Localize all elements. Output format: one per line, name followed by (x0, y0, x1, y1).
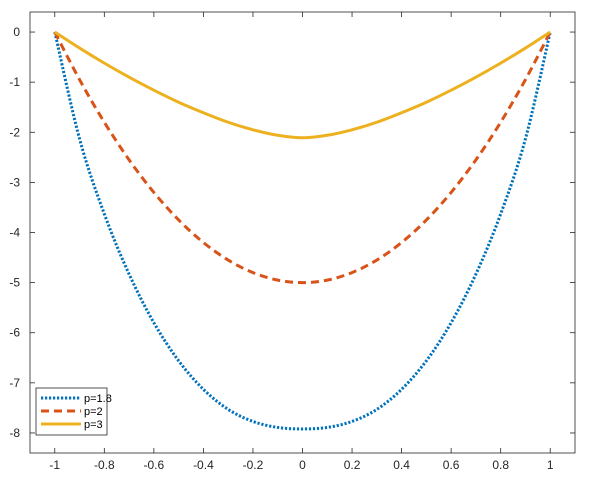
y-tick-label: -7 (9, 376, 20, 390)
series-line-p=1.8 (53, 31, 552, 431)
y-tick-label: -1 (9, 75, 20, 89)
x-tick-label: 0.6 (443, 458, 460, 472)
series-line-p=2 (53, 31, 552, 285)
x-tick-label: -0.6 (144, 458, 165, 472)
y-tick-label: -6 (9, 326, 20, 340)
legend-label: p=3 (84, 419, 103, 431)
legend: p=1.8p=2p=3 (35, 387, 112, 436)
y-tick-label: -2 (9, 125, 20, 139)
plot-area (29, 11, 576, 454)
y-tick-label: -5 (9, 276, 20, 290)
x-tick-label: -0.4 (193, 458, 214, 472)
x-tick-label: 0 (299, 458, 306, 472)
x-tick-label: 0.4 (393, 458, 410, 472)
y-axis: 0 -1 -2 -3 -4 -5 -6 -7 -8 (9, 25, 575, 440)
y-tick-label: -8 (9, 426, 20, 440)
legend-label: p=2 (84, 406, 103, 418)
y-tick-label: -3 (9, 175, 20, 189)
x-tick-label: -0.2 (243, 458, 264, 472)
y-tick-label: 0 (13, 25, 20, 39)
x-tick-label: 0.2 (344, 458, 361, 472)
x-tick-label: -1 (49, 458, 60, 472)
legend-label: p=1.8 (84, 393, 112, 405)
x-tick-label: -0.8 (94, 458, 115, 472)
x-axis: -1 -0.8 -0.6 -0.4 -0.2 0 0.2 0.4 0.6 0.8 1 (49, 12, 554, 472)
y-tick-label: -4 (9, 226, 20, 240)
series-layer (53, 30, 552, 431)
x-tick-label: 0.8 (492, 458, 509, 472)
series-line-p=3 (53, 30, 552, 140)
x-tick-label: 1 (547, 458, 554, 472)
